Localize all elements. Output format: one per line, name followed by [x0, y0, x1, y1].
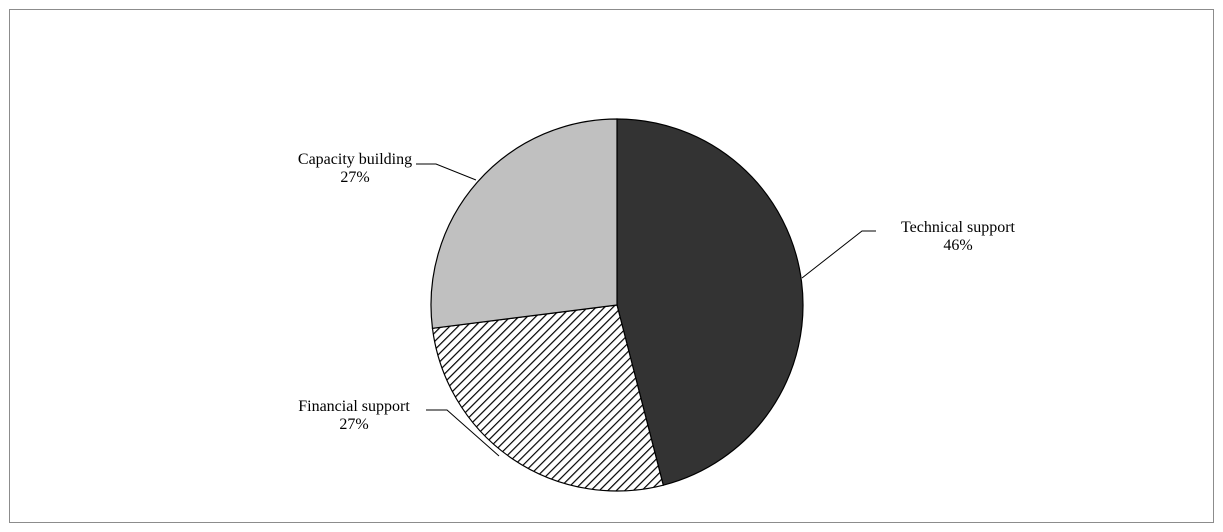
slice-value-label: 27% — [339, 416, 368, 433]
slice-label: Financial support — [298, 398, 410, 415]
slice-value-label: 27% — [340, 169, 369, 186]
slice-label: Technical support — [901, 219, 1016, 236]
pie-slices — [430, 118, 804, 492]
leader-lines — [416, 163, 876, 457]
pie-slice-technical-support — [616, 118, 804, 486]
slice-value-label: 46% — [943, 237, 972, 254]
pie-slice-financial-support — [431, 304, 664, 492]
leader-line — [801, 230, 876, 279]
leader-line — [416, 163, 477, 181]
slice-label: Capacity building — [298, 151, 412, 168]
leader-line — [426, 409, 500, 457]
pie-slice-capacity-building — [430, 118, 618, 329]
chart-frame: Technical support 46% Financial support 27%… — [9, 9, 1214, 523]
